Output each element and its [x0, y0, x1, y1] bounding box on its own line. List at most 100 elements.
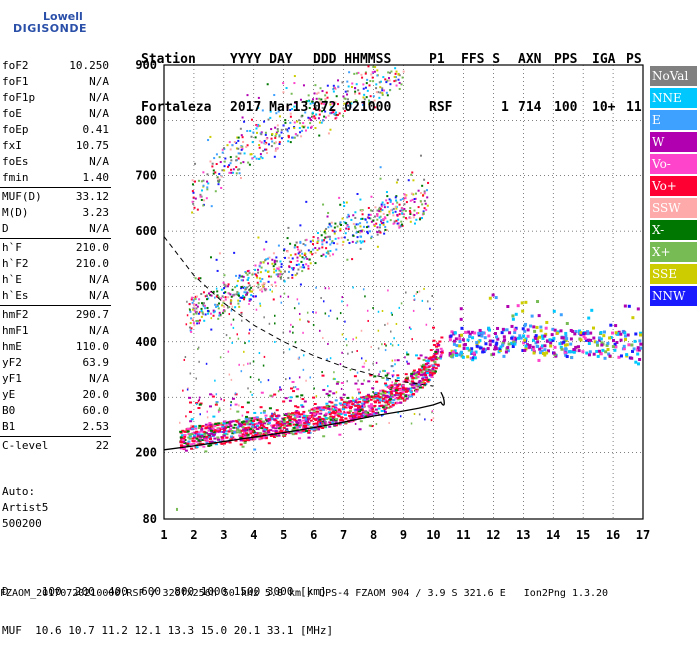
echo-point [417, 189, 420, 192]
echo-point [474, 350, 478, 354]
echo-point [302, 126, 305, 129]
echo-point [355, 72, 358, 75]
echo-point [299, 266, 302, 269]
echo-point [357, 379, 359, 382]
echo-point [258, 352, 261, 355]
echo-point [328, 235, 331, 238]
header-value: 10+ [592, 100, 616, 115]
echo-point [335, 95, 338, 98]
echo-point [214, 443, 218, 446]
echo-point [487, 334, 491, 338]
echo-point [481, 331, 485, 335]
echo-point [409, 212, 412, 215]
echo-point [192, 196, 195, 199]
echo-point [458, 334, 462, 338]
param-value: N/A [89, 91, 109, 104]
echo-point [370, 73, 373, 76]
echo-point [258, 144, 261, 147]
echo-point [432, 364, 436, 367]
echo-point [355, 231, 358, 234]
param-name: yF2 [2, 356, 22, 369]
echo-point [585, 338, 589, 342]
header-value: 1 [501, 100, 509, 115]
echo-point [551, 327, 555, 331]
param-row: B1 2.53 [0, 419, 111, 435]
echo-point [197, 407, 201, 410]
echo-point [427, 181, 430, 184]
echo-point [379, 223, 382, 226]
echo-point [589, 338, 593, 342]
echo-point [305, 414, 309, 417]
echo-point [328, 223, 331, 226]
echo-point [487, 328, 491, 332]
echo-point [245, 415, 249, 418]
echo-point [256, 124, 259, 127]
echo-point [368, 424, 372, 427]
echo-point [351, 82, 354, 85]
echo-point [408, 389, 412, 392]
echo-point [356, 408, 360, 411]
echo-point [328, 425, 332, 428]
echo-point [215, 401, 219, 404]
echo-point [202, 171, 205, 174]
echo-point [400, 223, 403, 226]
echo-point [502, 335, 506, 339]
echo-point [297, 248, 300, 251]
echo-point [307, 264, 310, 267]
echo-point [259, 289, 262, 292]
muf-curve [163, 236, 434, 387]
echo-point [210, 205, 213, 208]
echo-point [388, 401, 392, 404]
echo-point [237, 152, 240, 155]
echo-point [552, 351, 556, 355]
echo-point [564, 334, 568, 338]
echo-point [603, 356, 607, 360]
echo-point [330, 411, 334, 414]
echo-point [274, 433, 278, 436]
echo-point [235, 293, 238, 296]
echo-point [622, 344, 626, 348]
echo-point [353, 72, 356, 75]
echo-point [338, 433, 342, 436]
echo-point [353, 375, 357, 378]
echo-point [514, 312, 518, 316]
footer-tables: D 100 200 400 600 800 1000 1500 3000 [km… [2, 559, 333, 650]
echo-point [284, 256, 287, 259]
echo-point [573, 332, 577, 336]
echo-point [220, 438, 224, 441]
echo-point [218, 314, 221, 317]
echo-point [355, 100, 358, 103]
echo-point [413, 298, 416, 301]
echo-point [396, 222, 399, 225]
echo-point [193, 309, 196, 312]
echo-point [221, 295, 224, 298]
echo-point [293, 105, 296, 108]
echo-point [315, 425, 319, 428]
echo-point [473, 356, 477, 360]
echo-point [382, 394, 386, 397]
echo-point [631, 349, 635, 353]
echo-point [233, 438, 237, 441]
header-panel: Station YYYY DAY DDD HHMMSS P1 FFS S AXN… [141, 20, 681, 132]
echo-point [296, 430, 300, 433]
echo-point [291, 276, 294, 279]
echo-point [406, 351, 408, 354]
echo-point [467, 348, 471, 352]
echo-point [422, 211, 425, 214]
echo-point [270, 424, 274, 427]
echo-point [361, 217, 364, 220]
echo-point [239, 127, 242, 130]
echo-point [369, 398, 373, 401]
echo-point [302, 84, 305, 87]
echo-point [301, 270, 304, 273]
echo-point [386, 79, 389, 82]
echo-point [312, 417, 316, 420]
echo-point [395, 219, 398, 222]
echo-point [312, 407, 316, 410]
echo-point [376, 69, 379, 72]
echo-point [354, 227, 357, 230]
echo-point [585, 351, 589, 355]
echo-point [278, 142, 281, 145]
echo-point [315, 286, 317, 289]
echo-point [564, 353, 568, 357]
